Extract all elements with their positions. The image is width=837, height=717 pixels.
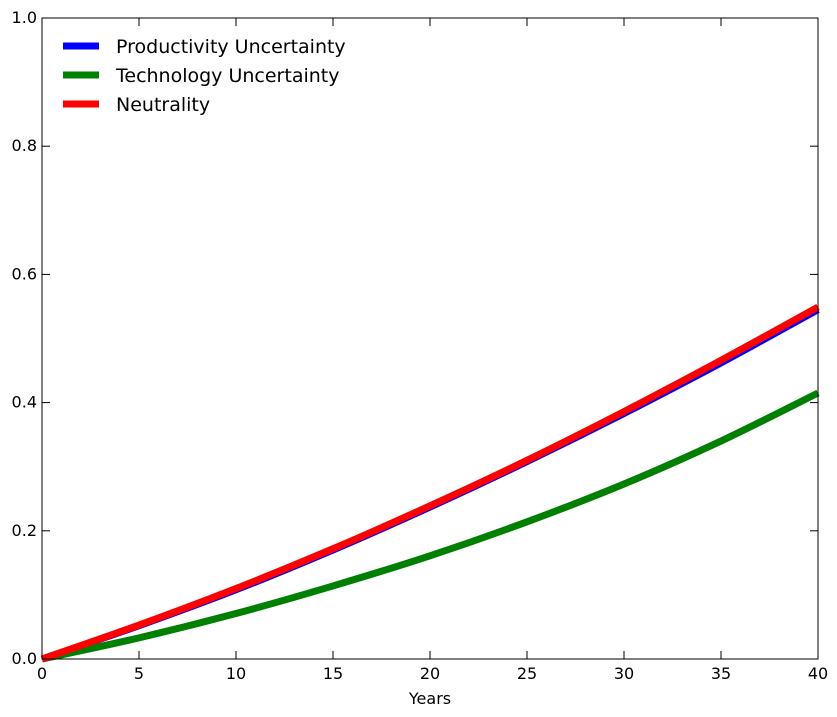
y-tick-label: 0.4 — [12, 393, 37, 412]
y-tick-label: 0.6 — [12, 264, 37, 283]
x-tick-label: 0 — [37, 664, 47, 683]
x-tick-label: 5 — [134, 664, 144, 683]
x-tick-label: 15 — [323, 664, 343, 683]
legend: Productivity Uncertainty Technology Uncer… — [63, 36, 346, 116]
x-axis-ticks: 0 5 10 15 20 25 30 35 40 — [37, 18, 828, 683]
legend-label-productivity-uncertainty: Productivity Uncertainty — [116, 36, 346, 58]
x-tick-label: 20 — [420, 664, 440, 683]
legend-label-technology-uncertainty: Technology Uncertainty — [115, 65, 339, 87]
y-tick-label: 0.8 — [12, 136, 37, 155]
x-tick-label: 40 — [808, 664, 828, 683]
x-axis-label: Years — [408, 689, 451, 708]
x-tick-label: 25 — [517, 664, 537, 683]
y-tick-label: 0.0 — [12, 649, 37, 668]
x-tick-label: 10 — [226, 664, 246, 683]
series-line-neutrality — [40, 304, 820, 663]
y-axis-ticks: 0.0 0.2 0.4 0.6 0.8 1.0 — [12, 8, 818, 668]
series-layer — [40, 304, 820, 663]
x-tick-label: 35 — [711, 664, 731, 683]
y-tick-label: 0.2 — [12, 521, 37, 540]
y-tick-label: 1.0 — [12, 8, 37, 27]
legend-label-neutrality: Neutrality — [116, 94, 210, 116]
series-line-technology-uncertainty — [41, 389, 820, 663]
x-tick-label: 30 — [614, 664, 634, 683]
